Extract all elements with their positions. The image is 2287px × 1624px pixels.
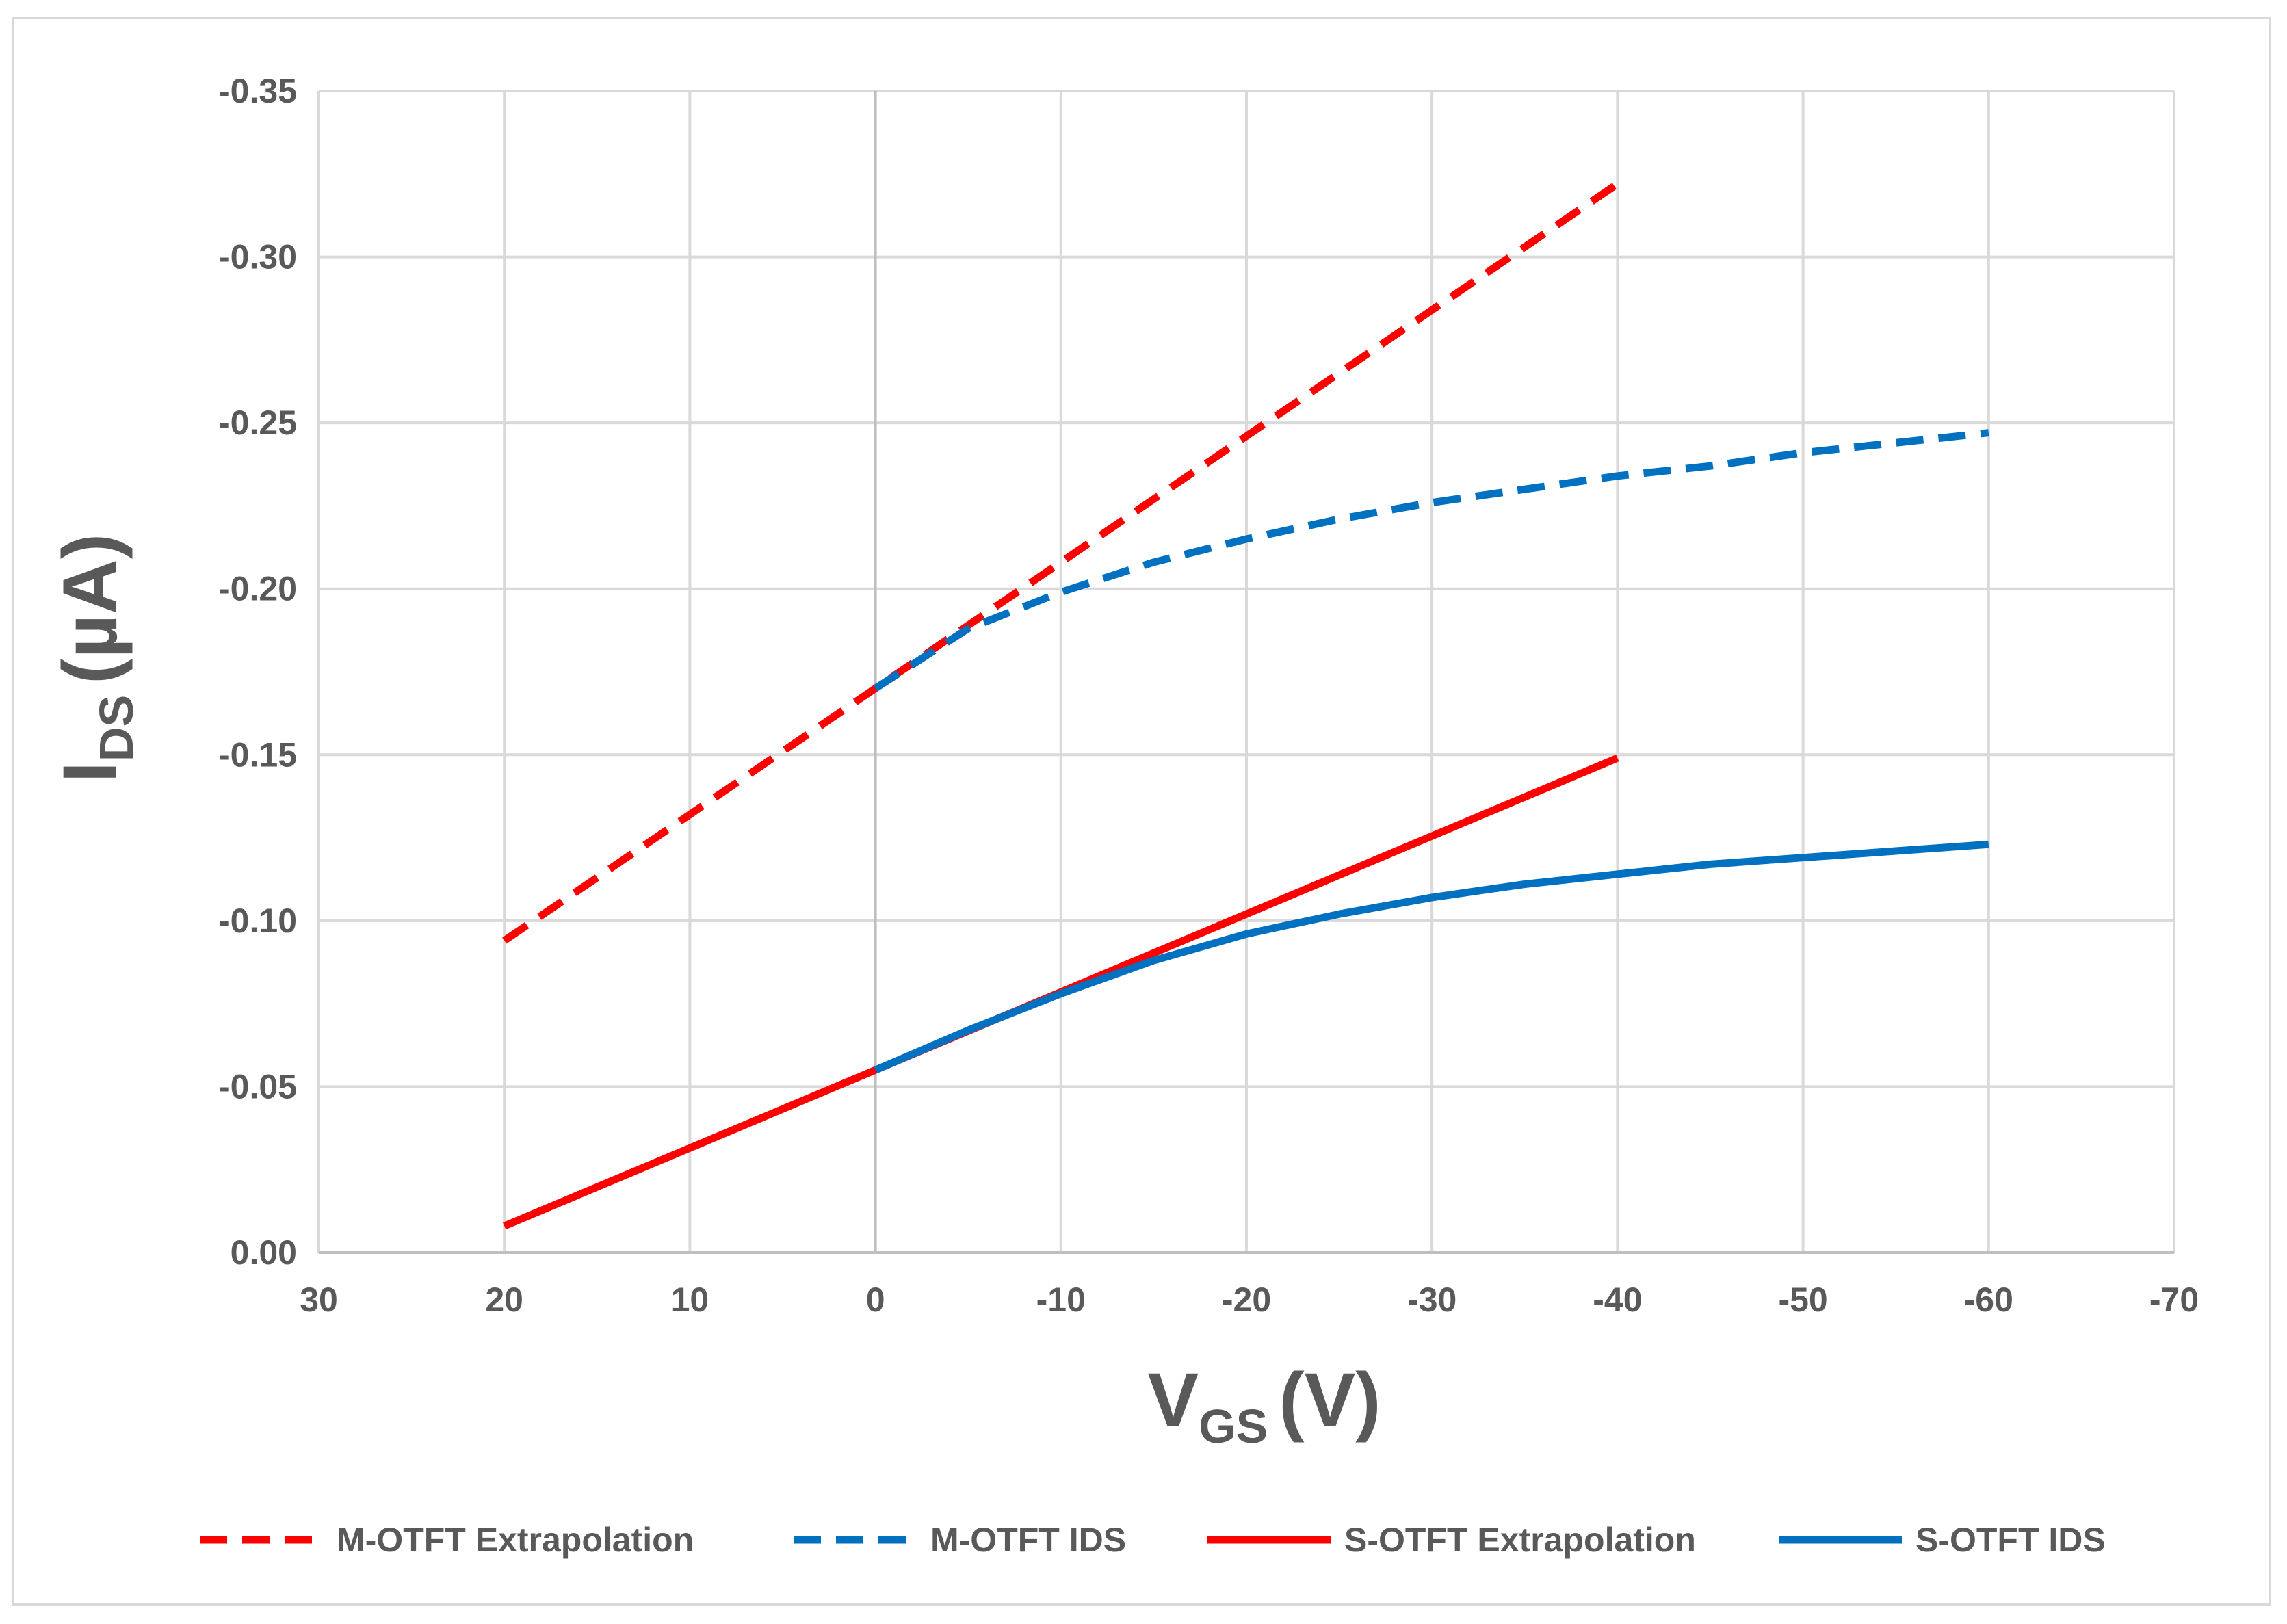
- y-axis-title-sub: DS: [90, 695, 143, 761]
- y-axis-title-main: I: [47, 761, 133, 783]
- x-tick-label: 30: [300, 1281, 338, 1319]
- series-line-s-otft-ids: [874, 840, 1989, 1074]
- legend-label: S-OTFT IDS: [1916, 1521, 2106, 1559]
- y-tick-label: -0.05: [219, 1067, 297, 1105]
- legend: M-OTFT Extrapolation M-OTFT IDS S-OTFT Ext…: [200, 1521, 2106, 1559]
- x-tick-label: 10: [671, 1281, 709, 1319]
- series-line-m-otft-extrapolation: [502, 181, 1620, 944]
- y-tick-label: -0.25: [219, 404, 297, 442]
- axes: [319, 91, 2174, 1254]
- x-tick-label: -30: [1407, 1281, 1456, 1319]
- x-axis-title: VGS (V): [1147, 1357, 1381, 1453]
- legend-label: M-OTFT Extrapolation: [337, 1521, 694, 1559]
- y-tick-label: -0.35: [219, 72, 297, 110]
- x-tick-label: -40: [1593, 1281, 1642, 1319]
- tick-labels: 0.00 -0.05 -0.10 -0.15 -0.20 -0.25 -0.30 -0.35 3…: [219, 72, 2199, 1319]
- legend-label: S-OTFT Extrapolation: [1344, 1521, 1696, 1559]
- y-axis-title: IDS (µA): [47, 534, 143, 783]
- x-tick-label: 20: [485, 1281, 523, 1319]
- x-tick-label: -70: [2149, 1281, 2199, 1319]
- x-tick-label: -50: [1778, 1281, 1827, 1319]
- chart-frame: [12, 17, 2271, 1606]
- x-tick-label: 0: [866, 1281, 885, 1319]
- x-axis-title-unit: (V): [1279, 1357, 1381, 1443]
- series: [502, 181, 1989, 1230]
- x-tick-label: -20: [1222, 1281, 1271, 1319]
- x-axis-title-main: V: [1147, 1357, 1199, 1443]
- y-axis-title-unit: (µA): [47, 534, 133, 684]
- grid: [317, 90, 2175, 1253]
- legend-label: M-OTFT IDS: [930, 1521, 1126, 1559]
- y-tick-label: -0.10: [219, 902, 297, 940]
- y-tick-label: 0.00: [231, 1233, 297, 1272]
- x-axis-title-sub: GS: [1199, 1400, 1268, 1453]
- y-tick-label: -0.30: [219, 238, 297, 276]
- x-tick-label: -10: [1036, 1281, 1086, 1319]
- y-tick-label: -0.15: [219, 735, 297, 774]
- y-tick-label: -0.20: [219, 570, 297, 608]
- x-tick-label: -60: [1964, 1281, 2013, 1319]
